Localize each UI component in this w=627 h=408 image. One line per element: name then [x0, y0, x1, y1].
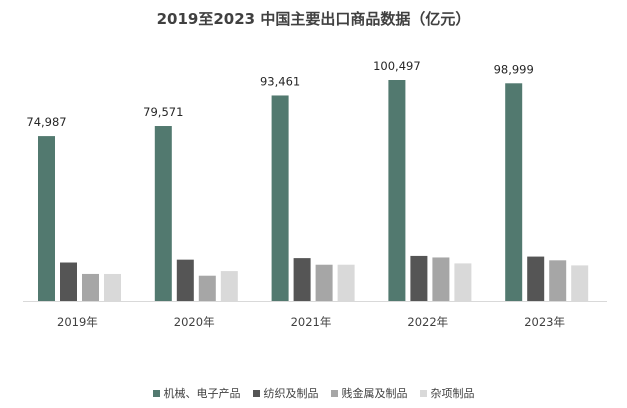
x-tick-label-2: 2020年	[174, 315, 215, 329]
bar-1-4	[388, 80, 406, 301]
data-label-5: 98,999	[494, 62, 534, 76]
bar-2-4	[410, 255, 428, 301]
bar-2-5	[527, 256, 545, 301]
bar-3-1	[82, 273, 99, 301]
x-tick-label-3: 2021年	[291, 315, 332, 329]
bar-3-4	[432, 257, 450, 301]
legend-item-4: 杂项制品	[419, 385, 475, 401]
bar-4-4	[454, 263, 472, 301]
bar-1-3	[271, 95, 289, 302]
bar-3-3	[315, 264, 333, 301]
bar-1-2	[154, 126, 172, 301]
bar-4-2	[220, 271, 238, 301]
bar-1-5	[505, 83, 523, 301]
legend-item-1: 机械、电子产品	[152, 385, 241, 401]
x-tick-label-1: 2019年	[57, 315, 98, 329]
bar-2-2	[176, 259, 194, 301]
bar-1-1	[38, 136, 55, 301]
bar-4-3	[337, 264, 355, 301]
legend-label-3: 贱金属及制品	[341, 387, 408, 400]
legend-label-2: 纺织及制品	[263, 387, 319, 400]
x-tick-label-4: 2022年	[407, 315, 448, 329]
legend-item-2: 纺织及制品	[252, 385, 319, 401]
bar-4-5	[571, 265, 589, 301]
legend-swatch-1	[152, 389, 160, 397]
bar-4-1	[104, 273, 121, 301]
legend-label-4: 杂项制品	[430, 387, 475, 400]
bar-3-2	[198, 275, 216, 301]
data-label-4: 100,497	[373, 59, 421, 73]
plot-area: 74,987 2019年 79,571 2020年 93,461 2021年 100,497…	[23, 59, 607, 329]
legend-label-1: 机械、电子产品	[163, 387, 241, 400]
data-label-2: 79,571	[143, 105, 183, 119]
chart-title: 2019至2023 中国主要出口商品数据（亿元）	[156, 10, 471, 28]
bar-2-1	[60, 262, 77, 301]
legend-swatch-3	[330, 389, 338, 397]
bar-2-3	[293, 258, 311, 301]
legend-item-3: 贱金属及制品	[330, 385, 408, 401]
legend-swatch-2	[252, 389, 260, 397]
legend-swatch-4	[419, 389, 427, 397]
data-label-1: 74,987	[26, 115, 66, 129]
legend: 机械、电子产品 纺织及制品 贱金属及制品 杂项制品	[0, 385, 627, 401]
bar-3-5	[549, 260, 567, 301]
x-tick-label-5: 2023年	[524, 315, 565, 329]
data-label-3: 93,461	[260, 74, 300, 88]
